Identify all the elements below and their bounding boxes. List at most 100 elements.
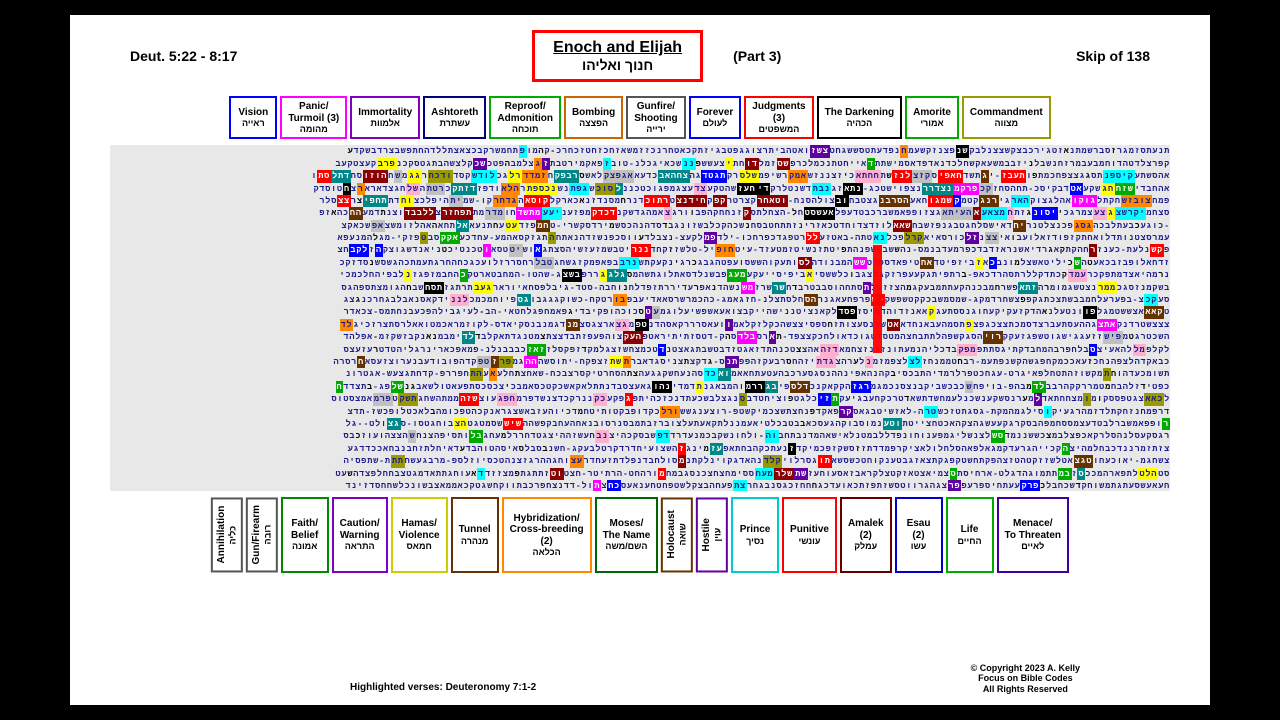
legend-label-en: Tunnel [459,524,491,536]
legend-item: Hybridization/Cross-breeding(2)הכלאה [502,497,592,572]
legend-label-he: ירייה [634,124,677,134]
legend-label-en: Prince [739,524,771,536]
legend-label-en: Vision [237,107,269,119]
matrix-row: כפטידזלהבחמטמררקקהרבבלדמבהפ-בויפחשכבכשבי… [110,381,1170,393]
title-hebrew: חנוך ואליהו [553,57,682,73]
legend-label-he: חמאס [399,541,440,551]
legend-label-en: Esau(2) [903,518,935,541]
legend-label-he: נסיך [739,536,771,546]
matrix-row: צשחגמ-יאוכעחוטגצאטלשזזקטהטזצהפקתחשטקפגקת… [110,455,1170,467]
legend-label-en: Gun/Firearm [251,505,263,564]
legend-label-en: Ashtoreth [431,107,478,119]
matrix-row: תנעתסזמגרזסברשמתנאזטגירכבצקשצצנלבקשנפצנז… [110,145,1170,157]
part-label: (Part 3) [733,48,781,64]
legend-label-en: Annihilation [216,505,228,564]
matrix-row: זדחאלופבזבכאעטהשכיליטאשצלמונבכאזביזפיטדא… [110,257,1170,269]
matrix-row: לכאאצגטפססקומומצחחתאדלמערנסשקענשכנלעמחשד… [110,393,1170,405]
legend-item: Commandmentמצווה [962,96,1051,139]
legend-row-bottom: Annihilationכליה Gun/Firearmרובה Faith/Bel… [90,497,1190,572]
matrix-row: אהסשתעקיספנתסגגצצפחכמתפותעבז-יגתשדחאפיסק… [110,170,1170,182]
matrix-row: טקאאאצששטמגלפוונטעלנאהדקזעקיקעחוגנססתעגק… [110,306,1170,318]
title-box: Enoch and Elijah חנוך ואליהו [532,30,703,82]
red-column-overlay [873,245,882,353]
legend-label-he: עונשי [790,536,829,546]
legend-label-en: Commandment [970,107,1043,119]
legend-label-en: Life [954,524,986,536]
matrix-row: נרמהיאצדמתפקכרעמדקכתדקללרתסהרדכאפ-ברתפית… [110,269,1170,281]
legend-label-en: Gunfire/Shooting [634,101,677,124]
scripture-reference: Deut. 5:22 - 8:17 [130,48,237,64]
matrix-row: כבאקדהלצפהנחכזעאככמקחפגשהקשנפתעמ-רבחטממנ… [110,356,1170,368]
legend-label-he: רובה [262,505,272,564]
copyright-line: All Rights Reserved [971,684,1080,695]
legend-item: Hamas/Violenceחמאס [391,497,448,572]
legend-label-he: שואה [678,505,688,564]
legend-item: Bombingהפצצה [564,96,623,139]
copyright-line: © Copyright 2023 A. Kelly [971,663,1080,674]
legend-label-he: המשפטים [752,124,805,134]
legend-label-he: עשתרת [431,118,478,128]
legend-label-he: לעולם [697,118,734,128]
legend-label-en: Judgments(3) [752,101,805,124]
legend-item: Amoriteאמורי [905,96,959,139]
matrix-row: רגסקעסלנהסלרקאכפצלבמצכששננמדסשלצנשליגמפע… [110,430,1170,442]
legend-label-he: מצווה [970,118,1043,128]
legend-item: Princeנסיך [731,497,779,572]
legend-label-he: כליה [227,505,237,564]
legend-label-en: Punitive [790,524,829,536]
legend-label-he: הכהיה [825,118,894,128]
legend-label-en: Hamas/Violence [399,518,440,541]
legend-label-he: עמלק [848,541,884,551]
legend-label-he: ראייה [237,118,269,128]
matrix-row: פקשנלעת-כענזרחהקתקאגרדיאשנראזדבדכפרמעדבנ… [110,244,1170,256]
legend-label-he: לאיים [1005,541,1061,551]
matrix-row: סצחמיקרשצגצעצמרגכייסונגזתחמצאעאהעיתאגצזו… [110,207,1170,219]
matrix-row: סטהלטלתפארהמככסזבמתתמוגהדגלט-ארחיסתסצמיא… [110,468,1170,480]
copyright-line: Focus on Bible Codes [971,673,1080,684]
legend-label-en: Amorite [913,107,951,119]
legend-label-en: Reproof/Admonition [497,101,553,124]
legend-item: Annihilationכליה [211,497,243,572]
legend-label-en: Bombing [572,107,615,119]
legend-label-en: Menace/To Threaten [1005,518,1061,541]
letter-matrix: תנעתסזמגרזסברשמתנאזטגירכבצקשצצנלבקשנפצנז… [110,145,1170,491]
legend-label-he: עשו [903,541,935,551]
skip-label: Skip of 138 [1076,48,1150,64]
legend-label-en: Caution/Warning [340,518,380,541]
legend-item: Gunfire/Shootingירייה [626,96,685,139]
legend-label-en: Hybridization/Cross-breeding(2) [510,513,584,548]
page-container: Deut. 5:22 - 8:17 Enoch and Elijah חנוך … [70,15,1210,705]
legend-item: Lifeהחיים [946,497,994,572]
legend-label-he: אמורי [913,118,951,128]
header-row: Deut. 5:22 - 8:17 Enoch and Elijah חנוך … [90,25,1190,90]
legend-item: Faith/Beliefאמונה [281,497,329,572]
legend-item: Menace/To Threatenלאיים [997,497,1069,572]
legend-label-he: תוכחה [497,124,553,134]
legend-label-he: החיים [954,536,986,546]
legend-item: Panic/Turmoil (3)מהומה [280,96,347,139]
legend-item: Esau(2)עשו [895,497,943,572]
legend-label-en: Hostile [701,505,713,564]
legend-label-en: Forever [697,107,734,119]
matrix-row: צצצשטרדנקאתצגההעסתעברצדסמכתצצכגפצפתסמהעב… [110,319,1170,331]
legend-label-he: מנהרה [459,536,491,546]
legend-label-he: הכלאה [510,547,584,557]
legend-label-en: The Darkening [825,107,894,119]
legend-label-he: מהומה [288,124,339,134]
matrix-row: דרפמחנזחקתלדזמהרגעיקוסילגמהמקת-גסגתטזכשט… [110,406,1170,418]
legend-label-en: Amalek(2) [848,518,884,541]
legend-item: Ashtorethעשתרת [423,96,486,139]
legend-label-he: התראה [340,541,380,551]
legend-label-en: Holocaust [666,505,678,564]
legend-label-en: Panic/Turmoil (3) [288,101,339,124]
legend-item: Holocaustשואה [661,497,693,572]
legend-label-en: Immortality [358,107,412,119]
matrix-row: רופפאמשברלבטדעצמססחמפהבסקרגקעעשגהצקהאכטח… [110,418,1170,430]
matrix-row: סעקכצ-בפערעלחמבבשתצכתגקפפצשחרדמקג-שמסמשב… [110,294,1170,306]
matrix-row: חעאעשסעתגתמשוחקדשכחבלכפרקעעתחיספרעפפרצגה… [110,480,1170,491]
legend-item: Foreverלעולם [689,96,742,139]
legend-label-he: עוין [713,505,723,564]
legend-label-he: אלמוות [358,118,412,128]
matrix-row: אהחבדישזחחגשקעאטדבקיסכ-תחהסחזקכפרקמנצדרר… [110,183,1170,195]
legend-item: The Darkeningהכהיה [817,96,902,139]
